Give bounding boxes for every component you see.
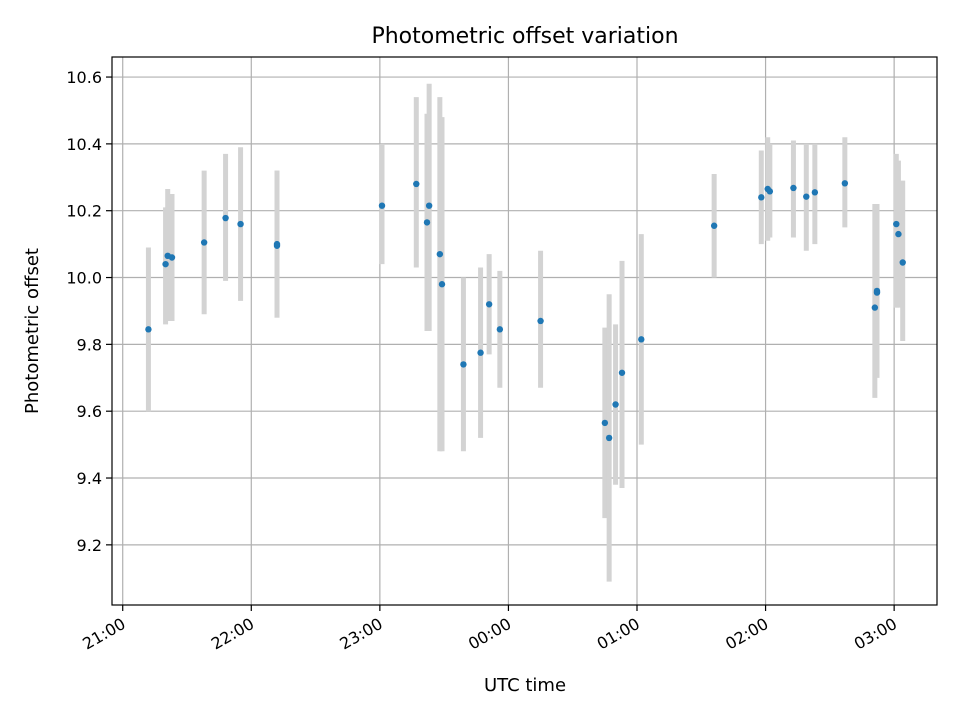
plot-frame — [111, 56, 938, 606]
y-axis-label: Photometric offset — [22, 248, 43, 414]
y-tick-label: 10.6 — [66, 68, 102, 87]
x-axis-label: UTC time — [484, 675, 566, 696]
y-tick-label: 9.4 — [77, 469, 102, 488]
data-point — [237, 220, 244, 228]
data-point — [413, 180, 420, 188]
data-point — [438, 281, 446, 288]
data-point — [790, 184, 797, 192]
y-axis-ticks: 9.2 9.4 9.6 9.8 10.0 10.2 10.4 10.6 — [66, 68, 112, 555]
data-point — [618, 369, 626, 376]
data-point — [893, 220, 900, 228]
data-point — [895, 230, 902, 238]
data-point — [873, 287, 881, 295]
data-point — [460, 361, 467, 368]
data-point — [378, 202, 386, 209]
data-point — [168, 254, 176, 261]
y-tick-label: 9.6 — [77, 402, 102, 421]
chart-title: Photometric offset variation — [371, 24, 678, 49]
data-point — [423, 219, 431, 226]
data-point — [537, 317, 544, 325]
y-tick-label: 9.2 — [77, 536, 102, 555]
data-point — [145, 326, 152, 333]
y-tick-label: 9.8 — [77, 335, 102, 354]
data-point — [638, 336, 645, 343]
data-point — [162, 260, 169, 268]
y-tick-label: 10.4 — [66, 135, 102, 154]
data-point — [496, 326, 504, 333]
data-point — [425, 202, 433, 209]
data-point — [803, 193, 810, 200]
data-point — [605, 434, 613, 442]
data-point — [200, 239, 208, 246]
data-point — [841, 180, 849, 187]
data-point — [871, 304, 879, 311]
data-point — [710, 222, 718, 229]
data-point — [485, 301, 493, 308]
y-tick-label: 10.0 — [66, 269, 102, 288]
data-point — [612, 401, 619, 408]
data-point — [222, 214, 229, 222]
data-point — [899, 259, 906, 266]
y-tick-label: 10.2 — [66, 202, 102, 221]
data-point — [766, 188, 774, 195]
data-point — [601, 419, 609, 427]
data-point — [436, 250, 444, 258]
data-point — [758, 194, 765, 201]
data-points — [145, 180, 906, 442]
data-point — [273, 240, 281, 248]
data-point — [811, 189, 819, 196]
data-point — [477, 349, 484, 356]
